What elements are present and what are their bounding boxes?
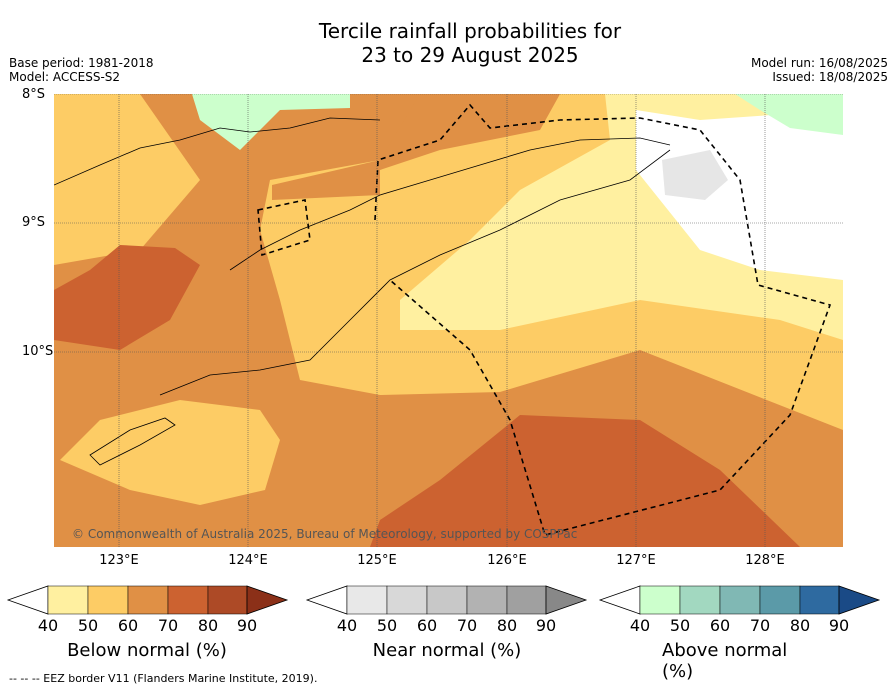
below-tick-80: 80 bbox=[197, 616, 219, 635]
coastline-timor-south bbox=[159, 149, 671, 396]
below-tick-90: 90 bbox=[236, 616, 258, 635]
near-tick-90: 90 bbox=[535, 616, 557, 635]
near-tick-40: 40 bbox=[336, 616, 358, 635]
model-run: Model run: 16/08/2025 bbox=[750, 56, 888, 70]
lat-label-8s: 8°S bbox=[22, 87, 46, 102]
below-70-80-south bbox=[370, 415, 800, 547]
above-tick-50: 50 bbox=[669, 616, 691, 635]
copyright-notice: © Commonwealth of Australia 2025, Bureau… bbox=[72, 527, 578, 541]
colorbar-near-normal bbox=[305, 585, 588, 615]
above-normal-northeast bbox=[735, 94, 843, 135]
colorbars bbox=[6, 585, 881, 615]
issued-date: Issued: 18/08/2025 bbox=[772, 70, 888, 84]
above-tick-80: 80 bbox=[789, 616, 811, 635]
model-name: Model: ACCESS-S2 bbox=[9, 70, 121, 84]
no-dominant-region bbox=[636, 110, 843, 280]
above-tick-40: 40 bbox=[629, 616, 651, 635]
below-50-60-south bbox=[60, 400, 280, 505]
near-tick-60: 60 bbox=[416, 616, 438, 635]
near-tick-70: 70 bbox=[456, 616, 478, 635]
title-line-2: 23 to 29 August 2025 bbox=[361, 43, 579, 67]
lon-label-123e: 123°E bbox=[99, 553, 139, 568]
metadata-right: Model run: 16/08/2025 Issued: 18/08/2025 bbox=[751, 56, 888, 84]
below-normal-title: Below normal (%) bbox=[67, 640, 227, 661]
near-tick-80: 80 bbox=[496, 616, 518, 635]
lon-label-128e: 128°E bbox=[745, 553, 785, 568]
near-normal-title: Near normal (%) bbox=[372, 640, 522, 661]
colorbar-above-normal bbox=[598, 585, 881, 615]
above-tick-90: 90 bbox=[828, 616, 850, 635]
lon-label-125e: 125°E bbox=[357, 553, 397, 568]
lat-label-9s: 9°S bbox=[22, 215, 46, 230]
probability-field bbox=[54, 94, 843, 547]
lon-label-124e: 124°E bbox=[228, 553, 268, 568]
near-normal-region bbox=[662, 150, 728, 200]
eez-footnote: -- -- -- EEZ border V11 (Flanders Marine… bbox=[9, 672, 318, 685]
below-tick-60: 60 bbox=[117, 616, 139, 635]
lon-label-126e: 126°E bbox=[487, 553, 527, 568]
coastline-rote bbox=[89, 417, 176, 466]
below-70-80-west bbox=[54, 245, 200, 350]
title-line-1: Tercile rainfall probabilities for bbox=[318, 19, 622, 43]
lon-label-127e: 127°E bbox=[616, 553, 656, 568]
near-tick-50: 50 bbox=[376, 616, 398, 635]
above-tick-70: 70 bbox=[749, 616, 771, 635]
below-50-60-west bbox=[54, 94, 200, 265]
chart-title: Tercile rainfall probabilities for 23 to… bbox=[0, 19, 896, 67]
eez-border-main bbox=[374, 103, 832, 536]
metadata-left: Base period: 1981-2018 Model: ACCESS-S2 bbox=[9, 56, 154, 84]
coastline-timor-north bbox=[229, 137, 671, 271]
above-normal-north bbox=[192, 94, 350, 150]
eez-border-west bbox=[257, 199, 311, 257]
above-tick-60: 60 bbox=[709, 616, 731, 635]
coastline-north bbox=[54, 117, 381, 186]
below-tick-50: 50 bbox=[77, 616, 99, 635]
below-tick-40: 40 bbox=[37, 616, 59, 635]
colorbar-below-normal bbox=[6, 585, 289, 615]
below-tick-70: 70 bbox=[157, 616, 179, 635]
above-normal-title: Above normal (%) bbox=[662, 640, 788, 682]
graticule bbox=[54, 94, 843, 547]
base-period: Base period: 1981-2018 bbox=[9, 56, 154, 70]
lat-label-10s: 10°S bbox=[22, 344, 54, 359]
